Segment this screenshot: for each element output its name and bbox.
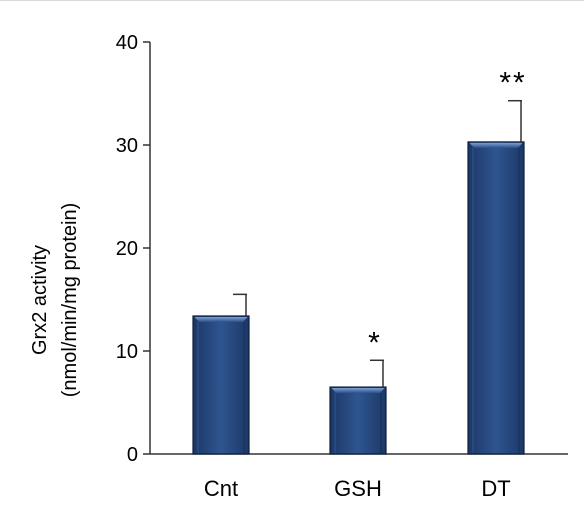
bar-body [467,141,525,455]
bar-gsh [329,386,387,455]
bar-body [192,315,250,455]
y-tick-label: 10 [116,341,138,363]
x-tick-label: GSH [334,476,382,501]
error-bar-cnt [233,293,247,316]
bar-cnt [192,315,250,455]
y-tick-labels: 0 10 20 30 40 [116,32,138,466]
significance-star: ** [499,67,526,100]
bar-bevel [331,388,385,394]
x-tick-labels: Cnt GSH DT [204,476,511,501]
bar-bevel [469,142,523,148]
bars [192,141,525,455]
bar-bevel [194,316,248,322]
y-tick-label: 20 [116,238,138,260]
error-bar-dt [508,99,522,142]
y-tick-label: 30 [116,135,138,157]
y-tick-label: 0 [127,444,138,466]
error-bar-gsh [370,359,384,388]
y-axis-title: Grx2 activity (nmol/min/mg protein) [29,203,81,398]
x-tick-label: DT [481,476,510,501]
y-axis-units: (nmol/min/mg protein) [59,203,81,398]
significance-marks: *** [368,67,526,360]
x-tick-label: Cnt [204,476,238,501]
significance-star: * [368,326,382,359]
top-divider [0,0,584,1]
y-tick-label: 40 [116,32,138,54]
y-axis-label: Grx2 activity [29,245,51,355]
bar-dt [467,141,525,455]
bar-body [329,386,387,455]
error-bars [233,99,522,388]
